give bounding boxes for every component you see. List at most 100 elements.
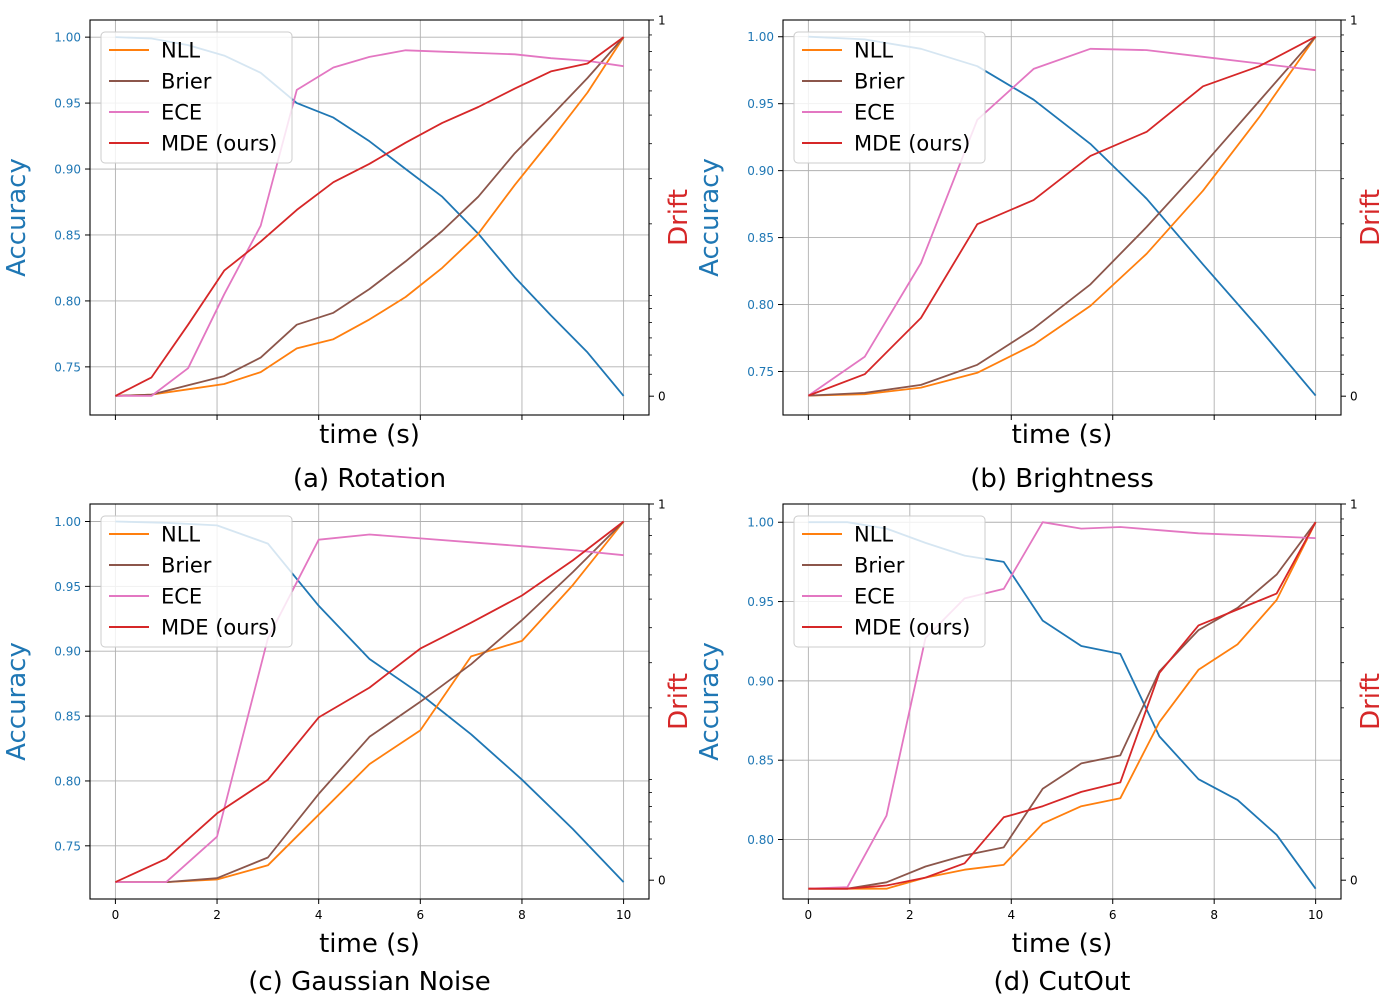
series-line-ece (808, 521, 1316, 890)
y-left-tick-label: 1.00 (747, 30, 774, 44)
legend-label-nll: NLL (161, 523, 200, 547)
x-ticks (807, 415, 1317, 420)
axes-frame (782, 19, 1342, 416)
y-left-ticks: 0.75 0.80 0.85 0.90 0.95 1.00 (54, 515, 90, 853)
series-line-mde-ours (808, 35, 1317, 397)
y-left-tick-label: 0.75 (54, 839, 81, 853)
panel-caption: (c) Gaussian Noise (248, 967, 491, 997)
series-line-brier (115, 520, 625, 883)
legend-label-ece: ECE (161, 101, 202, 125)
y-left-tick-label: 0.80 (54, 294, 81, 308)
y-left-axis-label: Accuracy (2, 642, 32, 761)
x-tick-label: 6 (416, 908, 424, 922)
series-line-mde-ours (115, 520, 625, 883)
y-right-axis-label: Drift (1356, 189, 1386, 246)
y-right-ticks: 01 (1341, 498, 1358, 888)
panel-caption: (a) Rotation (293, 464, 446, 494)
series-line-ece (807, 47, 1316, 397)
legend: NLL Brier ECE MDE (ours) (100, 515, 293, 648)
y-left-ticks: 0.80 0.85 0.90 0.95 1.00 (747, 516, 783, 847)
y-left-axis-label: Accuracy (695, 158, 725, 277)
y-left-ticks: 0.75 0.80 0.85 0.90 0.95 1.00 (747, 30, 783, 379)
y-left-tick-label: 0.85 (54, 710, 81, 724)
y-left-tick-label: 0.95 (747, 595, 774, 609)
axes-frame (782, 503, 1342, 900)
y-left-tick-label: 0.85 (54, 228, 81, 242)
series-line-nll (115, 36, 625, 397)
panel-caption: (b) Brightness (970, 464, 1154, 494)
x-axis-label: time (s) (1012, 929, 1113, 959)
x-tick-label: 0 (805, 908, 813, 922)
y-right-tick-label: 1 (658, 498, 666, 512)
x-tick-label: 6 (1109, 908, 1117, 922)
y-left-tick-label: 1.00 (54, 515, 81, 529)
y-left-tick-label: 0.80 (747, 833, 774, 847)
legend-label-mde-ours: MDE (ours) (854, 132, 970, 156)
legend: NLL Brier ECE MDE (ours) (100, 31, 293, 164)
y-left-tick-label: 0.90 (54, 645, 81, 659)
x-ticks (114, 415, 625, 420)
legend-box (793, 31, 986, 164)
x-tick-label: 10 (1308, 908, 1323, 922)
series-line-brier (115, 36, 625, 397)
y-right-axis-label: Drift (664, 189, 694, 246)
y-left-tick-label: 0.90 (747, 164, 774, 178)
legend-label-brier: Brier (161, 70, 212, 94)
legend-label-mde-ours: MDE (ours) (854, 616, 970, 640)
legend-box (100, 31, 293, 164)
y-left-tick-label: 0.75 (747, 365, 774, 379)
y-left-ticks: 0.75 0.80 0.85 0.90 0.95 1.00 (54, 31, 90, 374)
y-right-tick-label: 0 (658, 874, 666, 888)
legend-label-nll: NLL (854, 523, 893, 547)
legend-box (793, 515, 986, 648)
y-left-tick-label: 0.90 (747, 674, 774, 688)
y-left-tick-label: 0.85 (747, 754, 774, 768)
legend-label-mde-ours: MDE (ours) (161, 132, 277, 156)
x-tick-label: 10 (616, 908, 631, 922)
legend-label-ece: ECE (854, 585, 895, 609)
y-right-ticks: 01 (649, 14, 666, 404)
y-left-axis-label: Accuracy (695, 642, 725, 761)
legend: NLL Brier ECE MDE (ours) (793, 515, 986, 648)
axes-frame (89, 503, 650, 900)
x-tick-label: 8 (518, 908, 526, 922)
y-left-axis-label: Accuracy (2, 158, 32, 277)
series-line-brier (808, 36, 1317, 397)
x-tick-label: 2 (906, 908, 914, 922)
x-ticks: 0 2 4 6 8 10 (805, 899, 1323, 922)
y-right-tick-label: 1 (1350, 498, 1358, 512)
series-line-ece (115, 533, 624, 883)
legend-label-nll: NLL (161, 39, 200, 63)
plot-lines (114, 36, 625, 397)
x-ticks: 0 2 4 6 8 10 (112, 899, 631, 922)
y-left-tick-label: 0.80 (54, 774, 81, 788)
legend-box (100, 515, 293, 648)
x-tick-label: 0 (112, 908, 120, 922)
legend-label-nll: NLL (854, 39, 893, 63)
series-line-mde-ours (808, 521, 1317, 890)
y-left-tick-label: 0.95 (747, 97, 774, 111)
x-axis-label: time (s) (319, 929, 420, 959)
x-axis-label: time (s) (1012, 420, 1113, 450)
y-right-ticks: 01 (649, 498, 666, 888)
x-tick-label: 4 (1007, 908, 1015, 922)
x-tick-label: 4 (315, 908, 323, 922)
series-line-nll (808, 36, 1317, 397)
y-left-tick-label: 0.95 (54, 580, 81, 594)
legend-label-mde-ours: MDE (ours) (161, 616, 277, 640)
y-right-tick-label: 0 (658, 390, 666, 404)
legend-label-brier: Brier (854, 70, 905, 94)
series-line-ece (115, 49, 624, 397)
y-right-tick-label: 0 (1350, 390, 1358, 404)
y-right-tick-label: 1 (658, 14, 666, 28)
legend-label-brier: Brier (161, 554, 212, 578)
x-axis-label: time (s) (319, 420, 420, 450)
legend-label-ece: ECE (161, 585, 202, 609)
y-left-tick-label: 1.00 (747, 516, 774, 530)
panel-caption: (d) CutOut (993, 967, 1130, 997)
y-right-axis-label: Drift (1356, 673, 1386, 730)
y-left-tick-label: 0.95 (54, 97, 81, 111)
x-tick-label: 2 (213, 908, 221, 922)
